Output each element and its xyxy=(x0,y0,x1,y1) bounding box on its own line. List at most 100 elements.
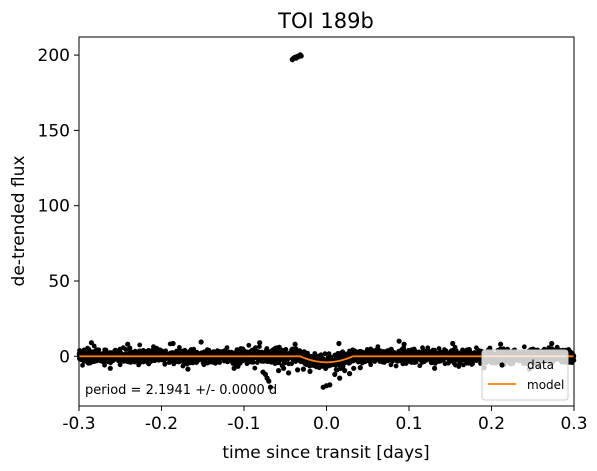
data-point xyxy=(423,357,429,363)
data-point xyxy=(340,349,345,355)
data-point xyxy=(154,345,160,351)
data-point xyxy=(347,371,353,377)
data-point xyxy=(252,347,258,353)
data-point xyxy=(107,365,113,371)
data-point xyxy=(359,349,365,355)
data-point xyxy=(246,359,252,364)
data-point xyxy=(336,340,342,347)
data-point xyxy=(314,364,319,370)
data-point xyxy=(276,368,282,374)
data-point xyxy=(302,361,308,366)
data-point xyxy=(139,350,145,355)
data-point xyxy=(246,342,252,348)
data-point xyxy=(198,339,204,345)
data-point xyxy=(464,360,469,366)
chart-title: TOI 189b xyxy=(277,9,374,33)
data-point xyxy=(117,362,123,368)
data-point xyxy=(398,348,404,354)
data-point xyxy=(498,341,504,347)
data-point xyxy=(409,347,414,353)
data-point xyxy=(234,349,240,355)
data-point xyxy=(140,359,146,365)
data-point xyxy=(257,340,263,346)
data-point xyxy=(274,350,280,355)
legend-data-label: data xyxy=(527,358,554,372)
data-point xyxy=(148,350,154,355)
data-point xyxy=(125,341,131,347)
data-point xyxy=(231,365,237,371)
data-point xyxy=(415,356,420,362)
x-tick-label: -0.1 xyxy=(227,414,260,434)
data-point xyxy=(338,361,344,367)
y-tick-label: 50 xyxy=(48,272,70,292)
model-line xyxy=(79,355,574,364)
x-tick-label: -0.3 xyxy=(62,414,95,434)
y-axis-label: de-trended flux xyxy=(9,156,29,287)
data-point xyxy=(292,341,298,347)
data-point xyxy=(405,351,411,356)
data-point xyxy=(206,356,212,362)
data-point xyxy=(342,368,348,374)
data-point xyxy=(401,341,407,347)
data-points xyxy=(76,52,577,390)
data-point xyxy=(157,349,162,355)
data-point xyxy=(444,349,449,355)
data-point xyxy=(171,361,177,367)
data-point xyxy=(274,345,280,351)
data-point xyxy=(417,363,423,369)
data-point xyxy=(137,342,143,348)
y-tick-label: 0 xyxy=(59,347,70,367)
data-point xyxy=(149,358,155,364)
data-point xyxy=(411,351,417,357)
data-point xyxy=(431,356,436,362)
data-point xyxy=(91,343,97,349)
data-point xyxy=(521,344,527,350)
data-point xyxy=(170,340,176,347)
data-point xyxy=(167,359,173,364)
data-point xyxy=(241,348,247,354)
model-curve xyxy=(79,355,574,364)
data-point xyxy=(568,356,574,362)
data-point xyxy=(432,365,438,371)
data-point xyxy=(373,357,379,363)
period-annotation: period = 2.1941 +/- 0.0000 d xyxy=(85,383,277,398)
data-point xyxy=(286,370,292,376)
data-point xyxy=(121,359,126,364)
data-point xyxy=(448,357,453,362)
y-axis-ticks: 0 50 100 150 200 xyxy=(38,46,79,367)
data-point xyxy=(127,345,133,351)
data-point xyxy=(304,351,309,357)
data-point xyxy=(80,362,85,368)
data-point xyxy=(256,349,262,355)
data-point xyxy=(185,366,191,372)
data-point xyxy=(432,361,438,366)
data-point xyxy=(388,362,394,368)
data-point xyxy=(267,384,273,390)
data-point xyxy=(234,356,240,361)
data-point xyxy=(117,346,123,352)
data-point xyxy=(334,353,339,359)
data-point xyxy=(295,367,301,373)
data-point xyxy=(300,366,306,372)
data-point xyxy=(332,371,338,377)
data-point xyxy=(173,356,179,362)
data-point xyxy=(211,349,217,354)
data-point xyxy=(250,360,256,365)
data-point xyxy=(368,349,373,354)
data-point xyxy=(460,356,465,362)
data-point xyxy=(276,360,282,365)
data-point xyxy=(360,359,365,365)
data-point xyxy=(396,338,402,344)
data-point xyxy=(389,347,395,353)
data-point xyxy=(388,351,393,357)
data-point xyxy=(168,350,174,356)
data-point xyxy=(132,351,138,357)
data-point xyxy=(345,358,351,364)
data-point xyxy=(289,361,294,367)
data-point xyxy=(453,362,458,368)
x-tick-label: 0.1 xyxy=(395,414,422,434)
data-point xyxy=(177,345,182,350)
data-point xyxy=(451,349,457,354)
data-point xyxy=(327,354,333,360)
